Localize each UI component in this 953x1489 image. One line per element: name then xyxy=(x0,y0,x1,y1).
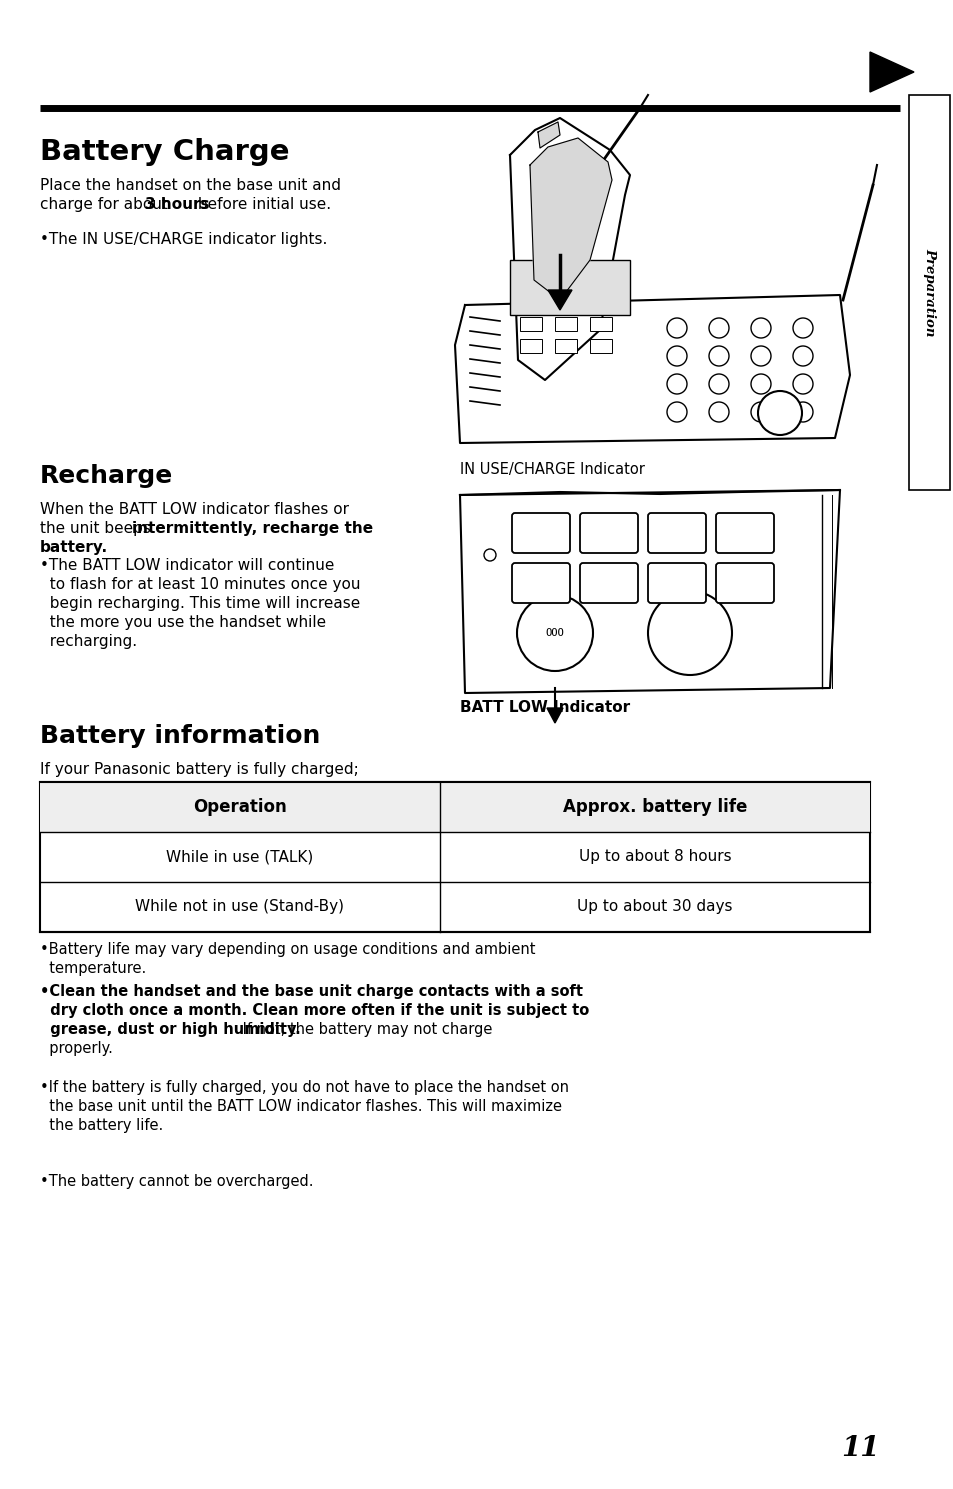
Circle shape xyxy=(708,319,728,338)
Text: before initial use.: before initial use. xyxy=(193,197,331,211)
Text: 3 hours: 3 hours xyxy=(145,197,209,211)
Circle shape xyxy=(708,402,728,421)
FancyBboxPatch shape xyxy=(512,563,569,603)
Text: 11: 11 xyxy=(841,1435,879,1462)
Text: charge for about: charge for about xyxy=(40,197,172,211)
FancyBboxPatch shape xyxy=(579,563,638,603)
Text: properly.: properly. xyxy=(40,1041,112,1056)
Polygon shape xyxy=(547,290,572,310)
Text: While not in use (Stand-By): While not in use (Stand-By) xyxy=(135,899,344,914)
FancyBboxPatch shape xyxy=(647,563,705,603)
Bar xyxy=(519,317,541,331)
FancyBboxPatch shape xyxy=(512,514,569,552)
Text: to flash for at least 10 minutes once you: to flash for at least 10 minutes once yo… xyxy=(40,578,360,593)
Text: dry cloth once a month. Clean more often if the unit is subject to: dry cloth once a month. Clean more often… xyxy=(40,1004,589,1018)
Text: temperature.: temperature. xyxy=(40,960,146,975)
Circle shape xyxy=(666,319,686,338)
Circle shape xyxy=(666,374,686,395)
Text: If not, the battery may not charge: If not, the battery may not charge xyxy=(237,1021,492,1036)
Polygon shape xyxy=(537,122,559,147)
Polygon shape xyxy=(455,295,849,444)
Bar xyxy=(510,261,629,316)
Text: Up to about 30 days: Up to about 30 days xyxy=(577,899,732,914)
Text: intermittently, recharge the: intermittently, recharge the xyxy=(132,521,373,536)
Text: IN USE/CHARGE Indicator: IN USE/CHARGE Indicator xyxy=(459,462,644,476)
Circle shape xyxy=(750,319,770,338)
Text: While in use (TALK): While in use (TALK) xyxy=(166,850,314,865)
Circle shape xyxy=(666,402,686,421)
Text: Up to about 8 hours: Up to about 8 hours xyxy=(578,850,731,865)
Text: begin recharging. This time will increase: begin recharging. This time will increas… xyxy=(40,596,360,610)
Text: Battery Charge: Battery Charge xyxy=(40,138,289,165)
Text: battery.: battery. xyxy=(40,541,108,555)
Circle shape xyxy=(792,319,812,338)
Text: the battery life.: the battery life. xyxy=(40,1118,163,1133)
Text: the more you use the handset while: the more you use the handset while xyxy=(40,615,326,630)
FancyBboxPatch shape xyxy=(579,514,638,552)
Bar xyxy=(40,782,869,932)
Text: Operation: Operation xyxy=(193,798,287,816)
Bar xyxy=(589,339,612,353)
Circle shape xyxy=(666,345,686,366)
Circle shape xyxy=(750,402,770,421)
Bar xyxy=(589,317,612,331)
Text: When the BATT LOW indicator flashes or: When the BATT LOW indicator flashes or xyxy=(40,502,349,517)
Bar xyxy=(908,95,949,490)
Polygon shape xyxy=(546,707,562,724)
Circle shape xyxy=(750,345,770,366)
Bar xyxy=(519,339,541,353)
Text: Recharge: Recharge xyxy=(40,465,173,488)
Text: BATT LOW Indicator: BATT LOW Indicator xyxy=(459,700,630,715)
Text: Battery information: Battery information xyxy=(40,724,320,747)
Text: Place the handset on the base unit and: Place the handset on the base unit and xyxy=(40,179,340,194)
Bar xyxy=(555,317,577,331)
Text: Preparation: Preparation xyxy=(923,249,935,337)
Text: •If the battery is fully charged, you do not have to place the handset on: •If the battery is fully charged, you do… xyxy=(40,1080,568,1094)
Circle shape xyxy=(758,392,801,435)
Text: the unit beeps: the unit beeps xyxy=(40,521,155,536)
Polygon shape xyxy=(869,52,913,92)
Text: If your Panasonic battery is fully charged;: If your Panasonic battery is fully charg… xyxy=(40,762,358,777)
Polygon shape xyxy=(459,490,840,692)
Bar xyxy=(40,782,869,832)
Text: •Clean the handset and the base unit charge contacts with a soft: •Clean the handset and the base unit cha… xyxy=(40,984,582,999)
Text: recharging.: recharging. xyxy=(40,634,137,649)
Bar xyxy=(555,339,577,353)
FancyBboxPatch shape xyxy=(716,563,773,603)
Circle shape xyxy=(792,402,812,421)
FancyBboxPatch shape xyxy=(716,514,773,552)
Circle shape xyxy=(792,345,812,366)
Circle shape xyxy=(708,345,728,366)
Circle shape xyxy=(750,374,770,395)
Text: •The IN USE/CHARGE indicator lights.: •The IN USE/CHARGE indicator lights. xyxy=(40,232,327,247)
Text: •The battery cannot be overcharged.: •The battery cannot be overcharged. xyxy=(40,1173,314,1190)
Text: grease, dust or high humidity.: grease, dust or high humidity. xyxy=(40,1021,300,1036)
Polygon shape xyxy=(530,138,612,299)
Text: the base unit until the BATT LOW indicator flashes. This will maximize: the base unit until the BATT LOW indicat… xyxy=(40,1099,561,1114)
Text: Approx. battery life: Approx. battery life xyxy=(562,798,746,816)
Circle shape xyxy=(792,374,812,395)
Circle shape xyxy=(708,374,728,395)
Text: •Battery life may vary depending on usage conditions and ambient: •Battery life may vary depending on usag… xyxy=(40,943,535,957)
Text: OOO: OOO xyxy=(545,628,564,637)
Polygon shape xyxy=(510,118,629,380)
FancyBboxPatch shape xyxy=(647,514,705,552)
Text: •The BATT LOW indicator will continue: •The BATT LOW indicator will continue xyxy=(40,558,334,573)
Circle shape xyxy=(647,591,731,675)
Circle shape xyxy=(483,549,496,561)
Circle shape xyxy=(517,596,593,672)
